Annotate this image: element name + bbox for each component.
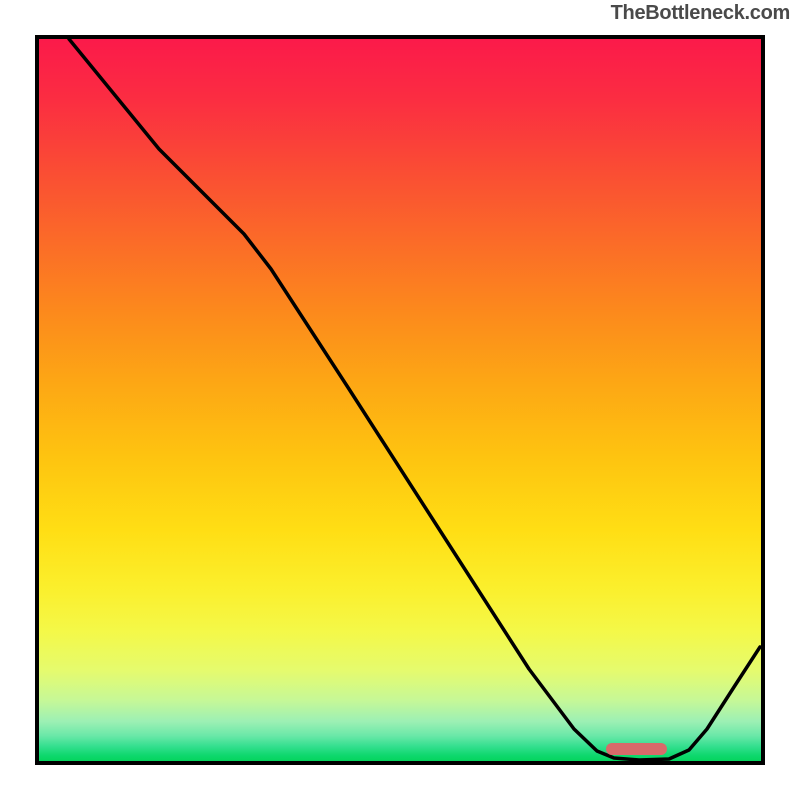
plot-area bbox=[35, 35, 765, 765]
curve-layer bbox=[39, 39, 761, 761]
bottleneck-curve bbox=[69, 39, 760, 760]
attribution-text: TheBottleneck.com bbox=[611, 2, 790, 25]
chart-container: TheBottleneck.com bbox=[0, 0, 800, 800]
optimal-marker bbox=[606, 743, 667, 755]
